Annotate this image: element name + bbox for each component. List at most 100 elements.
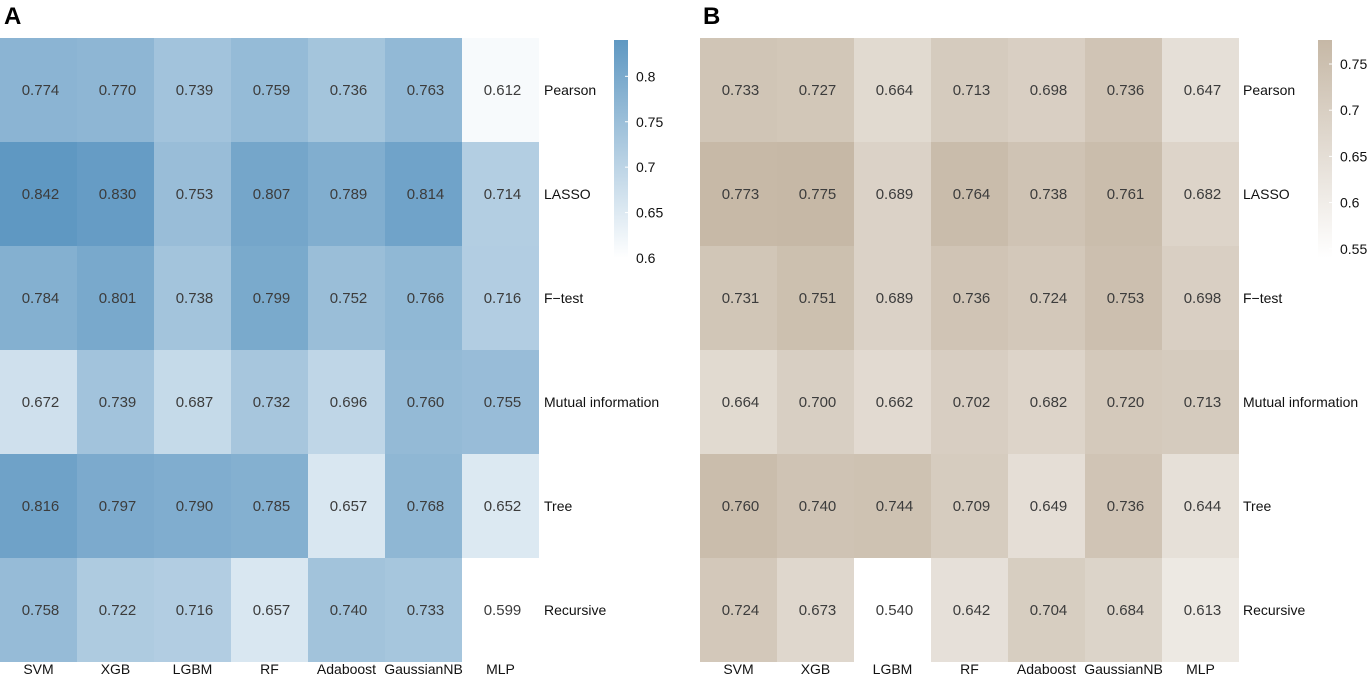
heatmap-a-cell-value: 0.722 [99,602,137,619]
heatmap-a-col-label: RF [260,661,279,677]
heatmap-a-cell-value: 0.842 [22,186,60,203]
colorbar-b-tick-label: 0.7 [1340,102,1360,118]
heatmap-a-row-label: Pearson [544,82,596,98]
heatmap-a-cell [308,454,385,558]
heatmap-b-cell [700,38,777,142]
heatmap-b-cell [1162,558,1239,662]
heatmap-a-cell-value: 0.799 [253,290,291,307]
heatmap-a-cell-value: 0.768 [407,498,445,515]
heatmap-a-cell-value: 0.736 [330,82,368,99]
heatmap-b-cell [700,350,777,454]
heatmap-b-cell [1162,454,1239,558]
heatmap-a: 0.774 0.770 0.739 0.759 0.736 0.763 0.612 0.842… [0,38,659,677]
heatmap-b-cell [854,38,931,142]
heatmap-a-cell-value: 0.716 [176,602,214,619]
heatmap-b-cell-value: 0.736 [1107,82,1145,99]
heatmap-b-cell-value: 0.540 [876,602,914,619]
heatmap-b-cell [1085,246,1162,350]
heatmap-b-cell-value: 0.736 [1107,498,1145,515]
heatmap-b-cell-value: 0.698 [1184,290,1222,307]
heatmap-b-cell-value: 0.642 [953,602,991,619]
heatmap-a-cell [462,142,539,246]
heatmap-a-cell-value: 0.774 [22,82,60,99]
heatmap-a-cell-value: 0.739 [176,82,214,99]
heatmap-b-cell-value: 0.704 [1030,602,1068,619]
heatmap-a-cell-value: 0.789 [330,186,368,203]
heatmap-b-col-label: MLP [1186,661,1215,677]
heatmap-a-cell [308,142,385,246]
heatmap-a-cell [462,454,539,558]
heatmap-a-cell [462,558,539,662]
colorbar-a-tick-label: 0.6 [636,250,656,266]
heatmap-a-cell [77,38,154,142]
heatmap-b-cell-value: 0.727 [799,82,837,99]
heatmap-a-cell-value: 0.763 [407,82,445,99]
heatmap-b-cell [1085,558,1162,662]
heatmap-b-cell-value: 0.744 [876,498,914,515]
heatmap-a-cell-value: 0.599 [484,602,522,619]
heatmap-b-col-label: RF [960,661,979,677]
heatmap-b-cell-value: 0.740 [799,498,837,515]
heatmap-a-cell [385,142,462,246]
heatmap-b-cell [777,454,854,558]
colorbar-b: 0.75 0.7 0.65 0.6 0.55 [1318,40,1367,258]
heatmap-b-cell [931,246,1008,350]
heatmap-a-cell-value: 0.739 [99,394,137,411]
heatmap-a-cell [385,350,462,454]
heatmap-a-cell [385,454,462,558]
panel-label-b: B [703,3,720,30]
heatmap-b-cell-value: 0.684 [1107,602,1145,619]
heatmap-b-cell-value: 0.753 [1107,290,1145,307]
heatmap-b-cell [1162,38,1239,142]
heatmap-a-cell [0,350,77,454]
colorbar-b-tick-label: 0.6 [1340,195,1360,211]
heatmap-b-cell-value: 0.775 [799,186,837,203]
panel-label-a: A [4,3,21,30]
heatmap-b-cell [931,558,1008,662]
heatmap-b-cell [931,142,1008,246]
heatmap-a-cell-value: 0.759 [253,82,291,99]
heatmap-a-cell [0,142,77,246]
heatmap-b-cell-value: 0.713 [953,82,991,99]
heatmap-b-cell [1008,38,1085,142]
heatmap-b-row-label: Tree [1243,498,1271,514]
heatmap-b-cell-value: 0.761 [1107,186,1145,203]
colorbar-b-tick-label: 0.65 [1340,148,1367,164]
heatmap-b-cell-value: 0.644 [1184,498,1222,515]
heatmap-a-cell-value: 0.797 [99,498,137,515]
heatmap-a-cell-value: 0.652 [484,498,522,515]
heatmap-a-cell [462,246,539,350]
heatmap-b-cell [854,142,931,246]
heatmap-a-cell-value: 0.657 [253,602,291,619]
heatmap-a-cell [385,38,462,142]
colorbar-b-bar [1318,40,1332,258]
heatmap-a-cell-value: 0.807 [253,186,291,203]
heatmap-b: 0.733 0.727 0.664 0.713 0.698 0.736 0.647 0.773… [700,38,1358,677]
heatmap-b-cell-value: 0.709 [953,498,991,515]
heatmap-a-cell-value: 0.753 [176,186,214,203]
heatmap-b-cell-value: 0.664 [876,82,914,99]
heatmap-a-cell-value: 0.687 [176,394,214,411]
heatmap-a-cell [154,38,231,142]
colorbar-a-tick-label: 0.8 [636,68,656,84]
heatmap-a-cell [308,350,385,454]
heatmap-b-cell [700,454,777,558]
heatmap-b-cell-value: 0.700 [799,394,837,411]
heatmap-b-cell-value: 0.724 [722,602,760,619]
heatmap-b-row-label: Mutual information [1243,394,1358,410]
heatmap-a-cell-value: 0.732 [253,394,291,411]
colorbar-a-tick-label: 0.7 [636,159,656,175]
heatmap-b-cell [700,142,777,246]
heatmap-b-col-label: Adaboost [1017,661,1076,677]
heatmap-a-cell [154,246,231,350]
heatmap-a-cell-value: 0.740 [330,602,368,619]
heatmap-a-cell [231,38,308,142]
heatmap-b-cell [1085,38,1162,142]
heatmap-b-cell-value: 0.733 [722,82,760,99]
heatmap-a-cell [231,454,308,558]
heatmap-b-cell [931,38,1008,142]
heatmap-a-cell [0,38,77,142]
heatmap-b-cell [1008,142,1085,246]
heatmap-b-row-label: LASSO [1243,186,1290,202]
